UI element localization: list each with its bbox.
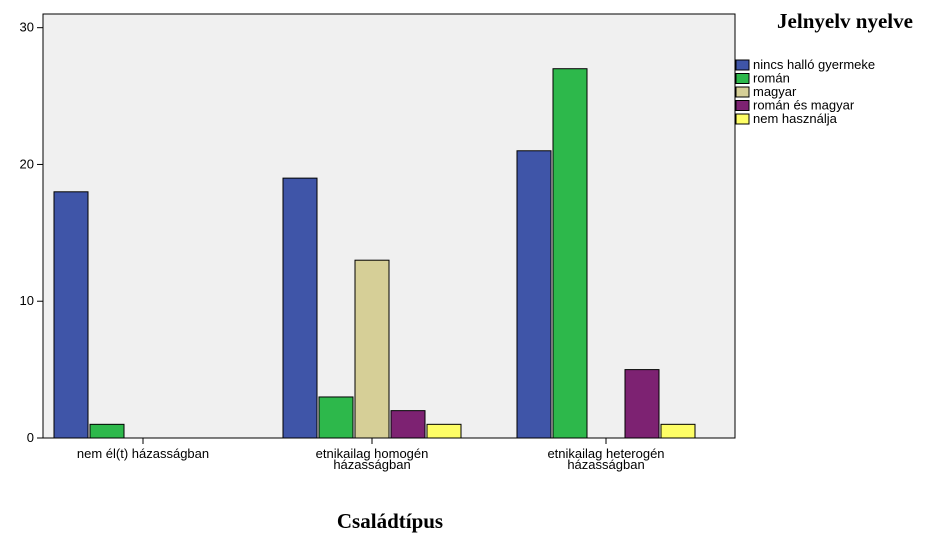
y-tick-label: 20: [20, 156, 34, 171]
bar-rom-n: [553, 69, 587, 438]
x-axis-title: Családtípus: [337, 509, 443, 533]
legend-swatch: [736, 114, 749, 124]
y-tick-label: 0: [27, 430, 34, 445]
bar-nincs-hall-gyermeke: [517, 151, 551, 438]
bar-nem-haszn-lja: [661, 424, 695, 438]
bar-rom-n: [90, 424, 124, 438]
legend-swatch: [736, 74, 749, 84]
x-tick-label: etnikailag homogén házasságban: [316, 446, 429, 472]
legend-label: nem használja: [753, 111, 838, 126]
bar-rom-n: [319, 397, 353, 438]
bar-nincs-hall-gyermeke: [54, 192, 88, 438]
bar-nem-haszn-lja: [427, 424, 461, 438]
legend-swatch: [736, 60, 749, 70]
y-axis: 0 10 20 30: [20, 20, 43, 445]
y-tick-label: 10: [20, 293, 34, 308]
bar-magyar: [355, 260, 389, 438]
bar-rom-n-s-magyar: [625, 370, 659, 438]
x-tick-label: nem él(t) házasságban: [77, 446, 209, 461]
legend-title: Jelnyelv nyelve: [777, 9, 913, 33]
bar-rom-n-s-magyar: [391, 411, 425, 438]
bar-nincs-hall-gyermeke: [283, 178, 317, 438]
legend-swatch: [736, 87, 749, 97]
legend-swatch: [736, 101, 749, 111]
y-tick-label: 30: [20, 20, 34, 35]
x-axis: nem él(t) házasságban etnikailag homogén h…: [77, 438, 665, 472]
x-tick-label: etnikailag heterogén házasságban: [547, 446, 664, 472]
